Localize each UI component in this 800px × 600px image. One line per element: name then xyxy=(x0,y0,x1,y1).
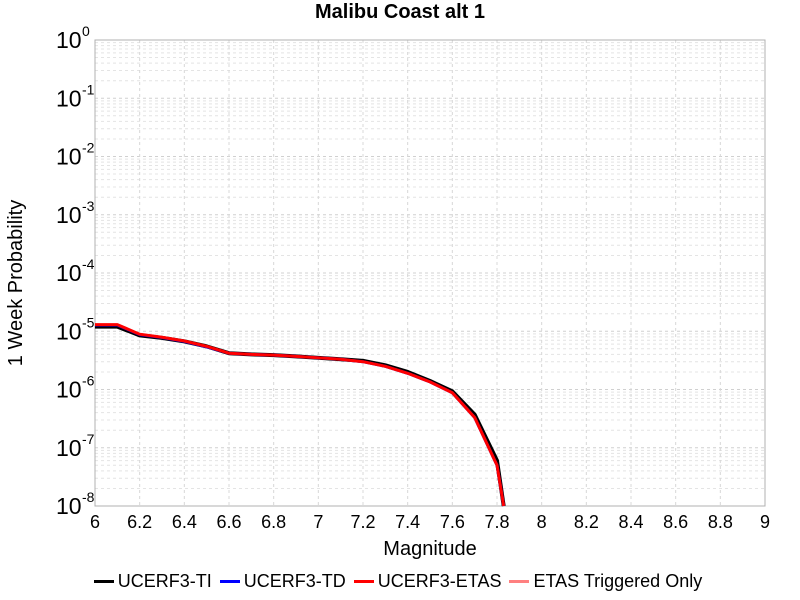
x-tick-label: 8.6 xyxy=(663,512,688,532)
y-tick-label: 10 xyxy=(56,27,82,53)
y-tick-label: 10 xyxy=(56,85,82,111)
x-tick-label: 8.8 xyxy=(708,512,733,532)
legend-swatch xyxy=(93,579,114,583)
x-tick-label: 6.4 xyxy=(172,512,197,532)
y-tick-label: 10 xyxy=(56,202,82,228)
y-tick-exponent: 0 xyxy=(82,23,90,39)
x-tick-label: 9 xyxy=(760,512,770,532)
y-tick-exponent: -4 xyxy=(82,256,95,272)
plot-area-border xyxy=(94,39,766,507)
x-tick-label: 6.6 xyxy=(216,512,241,532)
y-tick-exponent: -2 xyxy=(82,140,95,156)
legend-swatch xyxy=(219,579,240,583)
x-tick-label: 6.8 xyxy=(261,512,286,532)
x-tick-label: 7.2 xyxy=(350,512,375,532)
legend-label: UCERF3-TD xyxy=(243,570,346,591)
y-tick-exponent: -6 xyxy=(82,373,95,389)
legend: UCERF3-TI UCERF3-TD UCERF3-ETAS ETAS Trigge… xyxy=(0,569,800,593)
legend-label: UCERF3-TI xyxy=(117,570,212,591)
y-tick-exponent: -3 xyxy=(82,198,95,214)
x-tick-label: 7 xyxy=(313,512,323,532)
x-axis-label: Magnitude xyxy=(383,538,476,560)
x-tick-label: 8 xyxy=(537,512,547,532)
y-tick-label: 10 xyxy=(56,318,82,344)
x-tick-label: 8.4 xyxy=(618,512,643,532)
legend-item: UCERF3-ETAS xyxy=(352,570,502,592)
x-tick-label: 7.6 xyxy=(440,512,465,532)
legend-item: UCERF3-TI xyxy=(92,571,212,592)
legend-item: UCERF3-TD xyxy=(218,571,346,592)
legend-swatch xyxy=(509,579,530,583)
legend-item: ETAS Triggered Only xyxy=(507,571,702,592)
y-tick-label: 10 xyxy=(56,493,82,519)
legend-swatch xyxy=(353,579,374,583)
y-tick-exponent: -1 xyxy=(82,81,95,97)
y-tick-label: 10 xyxy=(56,144,82,170)
x-tick-label: 6 xyxy=(90,512,100,532)
y-axis-label: 1 Week Probability xyxy=(5,200,27,366)
series-line xyxy=(95,324,506,507)
series-layer xyxy=(95,323,506,507)
series-line xyxy=(95,323,506,507)
x-tick-label: 7.4 xyxy=(395,512,420,532)
x-tick-label: 7.8 xyxy=(484,512,509,532)
y-tick-exponent: -5 xyxy=(82,314,95,330)
series-line xyxy=(95,323,506,507)
legend-label: UCERF3-ETAS xyxy=(377,570,502,591)
y-tick-exponent: -8 xyxy=(82,489,95,505)
chart-title: Malibu Coast alt 1 xyxy=(315,1,485,23)
y-tick-label: 10 xyxy=(56,377,82,403)
x-tick-label: 8.2 xyxy=(574,512,599,532)
y-tick-label: 10 xyxy=(56,435,82,461)
y-tick-exponent: -7 xyxy=(82,431,95,447)
grid xyxy=(94,40,766,507)
x-tick-label: 6.2 xyxy=(127,512,152,532)
legend-label: ETAS Triggered Only xyxy=(533,570,703,591)
x-axis-ticks: 6 6.2 6.4 6.6 6.8 7 7.2 7.4 7.6 7.8 8 8.2 8.4 8.6 8.8 9 xyxy=(90,512,770,532)
y-tick-label: 10 xyxy=(56,260,82,286)
